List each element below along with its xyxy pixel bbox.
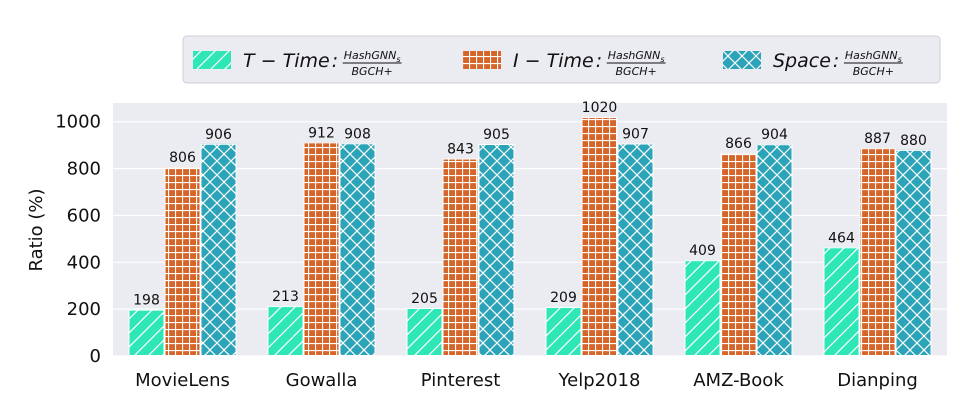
bar-edge — [617, 143, 654, 356]
legend-label: I − Time — [513, 50, 594, 72]
y-tick-label: 600 — [67, 205, 101, 226]
bar-hatch — [200, 143, 237, 356]
bar-edge — [895, 149, 932, 356]
legend-label: Space — [773, 50, 831, 72]
bar-hatch — [756, 144, 793, 356]
legend-ratio-denominator: BGCH+ — [616, 65, 657, 78]
bar-hatch — [442, 158, 479, 356]
legend-colon: : — [332, 50, 338, 72]
bar-value-label: 904 — [761, 127, 788, 143]
bar-edge — [442, 158, 479, 356]
bar-value-label: 806 — [169, 150, 196, 166]
y-tick-label: 0 — [90, 346, 101, 367]
bar-edge — [545, 307, 582, 357]
bar-edge — [581, 117, 618, 356]
plot-area — [113, 103, 947, 356]
bar-edge — [756, 144, 793, 356]
bar-edge — [128, 309, 165, 357]
legend-label: T − Time — [243, 50, 330, 72]
bar-hatch — [267, 306, 304, 356]
bar-value-label: 866 — [725, 136, 752, 152]
x-tick-label: MovieLens — [135, 370, 230, 391]
legend-swatch-hatch — [193, 51, 231, 69]
bars — [128, 117, 932, 357]
legend-ratio-denominator: BGCH+ — [853, 65, 894, 78]
bar-hatch — [339, 143, 376, 356]
bar-value-label: 906 — [205, 127, 232, 143]
bar-value-label: 213 — [272, 289, 299, 305]
bar-value-label: 907 — [622, 127, 649, 143]
bar-edge — [164, 167, 201, 356]
legend-swatch-hatch — [463, 51, 501, 69]
bar-edge — [720, 153, 757, 356]
bar-value-label: 409 — [689, 243, 716, 259]
bar-value-label: 205 — [411, 291, 438, 307]
bar-edge — [823, 247, 860, 357]
bar-value-label: 209 — [550, 290, 577, 306]
legend-ratio-denominator: BGCH+ — [352, 65, 393, 78]
bar-edge — [478, 143, 515, 356]
bar-value-label: 905 — [483, 127, 510, 143]
y-tick-label: 1000 — [55, 112, 101, 133]
bar-edge — [406, 307, 443, 356]
bar-hatch — [720, 153, 757, 356]
bar-hatch — [128, 309, 165, 356]
bar-hatch — [581, 117, 618, 356]
bar-value-label: 908 — [344, 126, 371, 142]
bar-value-label: 912 — [308, 125, 335, 141]
legend-ratio-numerator: HashGNNs — [344, 49, 401, 64]
bar-hatch — [895, 149, 932, 356]
legend-colon: : — [596, 50, 602, 72]
bar-hatch — [617, 143, 654, 356]
gridlines — [113, 121, 947, 357]
x-tick-label: Gowalla — [286, 370, 358, 391]
legend-ratio-numerator: HashGNNs — [845, 49, 902, 64]
x-tick-label: Yelp2018 — [558, 370, 641, 391]
x-tick-label: Pinterest — [421, 370, 501, 391]
x-tick-label: Dianping — [837, 370, 918, 391]
y-tick-label: 400 — [67, 252, 101, 273]
bar-hatch — [303, 142, 340, 356]
bar-hatch — [684, 260, 721, 356]
bar-value-label: 464 — [828, 230, 855, 246]
bar-hatch — [545, 307, 582, 356]
bar-hatch — [478, 143, 515, 356]
bar-hatch — [823, 247, 860, 356]
bar-edge — [267, 306, 304, 357]
bar-hatch — [859, 148, 896, 356]
bar-value-label: 880 — [900, 133, 927, 149]
legend-swatch-hatch — [723, 51, 761, 69]
y-tick-label: 800 — [67, 159, 101, 180]
y-tick-label: 200 — [67, 299, 101, 320]
bar-value-label: 1020 — [582, 100, 618, 116]
bar-edge — [684, 260, 721, 356]
legend-ratio-numerator: HashGNNs — [608, 49, 665, 64]
x-tick-label: AMZ-Book — [693, 370, 784, 391]
bar-value-label: 198 — [133, 293, 160, 309]
x-axis: MovieLens Gowalla Pinterest Yelp2018 AMZ-Boo… — [135, 370, 918, 391]
bar-edge — [859, 148, 896, 356]
y-axis: 0 200 400 600 800 1000 — [55, 112, 101, 367]
bar-value-label: 843 — [447, 142, 474, 158]
bar-hatch — [406, 307, 443, 356]
bar-edge — [200, 143, 237, 356]
bar-edge — [339, 143, 376, 356]
y-axis-title: Ratio (%) — [26, 188, 47, 271]
bar-value-label: 887 — [864, 131, 891, 147]
bar-edge — [303, 142, 340, 356]
bar-hatch — [164, 167, 201, 356]
legend-colon: : — [833, 50, 839, 72]
